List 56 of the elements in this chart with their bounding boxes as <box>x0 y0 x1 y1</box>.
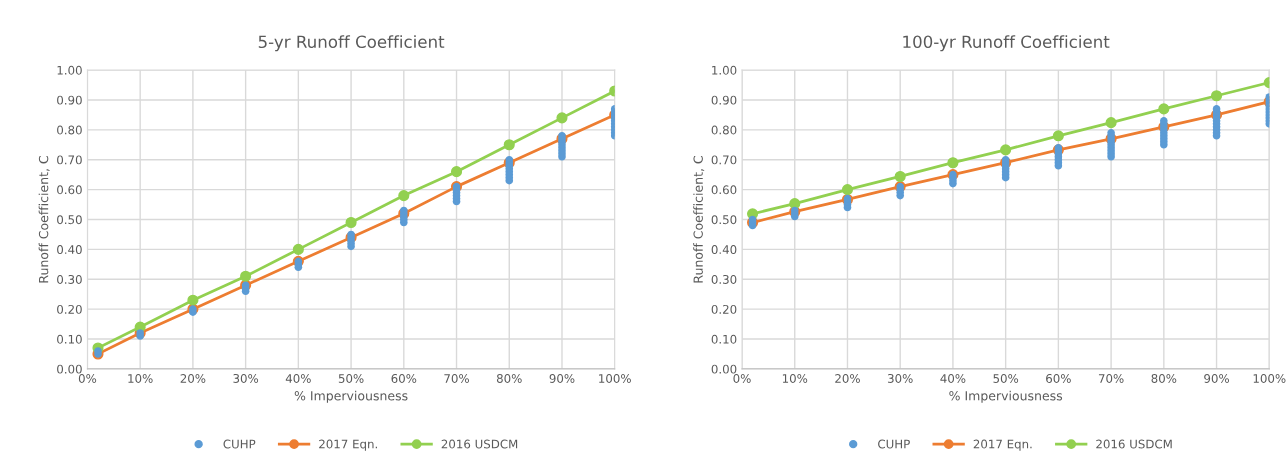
y-tick-label: 1.00 <box>712 65 737 75</box>
y-tick-label: 0.00 <box>711 364 737 374</box>
y-tick-label: 0.10 <box>57 334 82 344</box>
legend-label: 2017 Eqn. <box>973 439 1032 451</box>
x-tick-label: 80% <box>1151 374 1177 383</box>
y-tick-label: 0.70 <box>57 155 82 165</box>
x-tick-label: 20% <box>835 374 860 383</box>
x-tick-label: 40% <box>285 374 311 383</box>
y-tick-label: 0.00 <box>57 364 82 374</box>
y-tick-label: 0.90 <box>711 95 737 105</box>
x-tick-label: 0% <box>78 374 97 383</box>
x-tick-label: 50% <box>993 374 1019 383</box>
y-tick-label: 0.30 <box>57 274 82 284</box>
x-tick-label: 40% <box>940 374 966 383</box>
y-axis-title: Runoff Coefficient, C <box>693 156 705 283</box>
x-axis-title: % Imperviousness <box>294 390 408 403</box>
y-tick-label: 0.30 <box>711 274 737 284</box>
x-tick-label: 20% <box>180 374 206 383</box>
y-tick-label: 0.40 <box>711 245 737 255</box>
x-tick-label: 100% <box>1253 374 1286 383</box>
y-tick-label: 0.20 <box>57 304 82 314</box>
y-tick-label: 0.90 <box>57 95 82 105</box>
y-axis-title: Runoff Coefficient, C <box>38 156 50 283</box>
y-tick-label: 0.50 <box>57 215 82 225</box>
y-tick-label: 0.60 <box>711 185 737 195</box>
x-tick-label: 30% <box>887 374 913 383</box>
legend-label: CUHP <box>878 439 910 449</box>
y-tick-label: 0.40 <box>57 245 82 255</box>
y-tick-label: 0.60 <box>57 185 82 195</box>
y-tick-label: 1.00 <box>57 65 82 75</box>
y-tick-label: 0.80 <box>57 125 82 135</box>
x-axis-title: % Imperviousness <box>949 390 1063 403</box>
x-tick-label: 50% <box>338 374 364 383</box>
chart-title: 5-yr Runoff Coefficient <box>258 35 445 52</box>
y-tick-label: 0.10 <box>711 334 737 344</box>
legend-label: 2016 USDCM <box>1096 439 1172 449</box>
x-tick-label: 90% <box>1204 374 1230 383</box>
x-tick-label: 10% <box>782 374 808 383</box>
x-tick-label: 60% <box>391 374 417 383</box>
x-tick-label: 30% <box>233 374 259 383</box>
legend-label: CUHP <box>223 439 256 449</box>
x-tick-label: 80% <box>496 374 522 383</box>
x-tick-label: 0% <box>733 374 751 383</box>
y-tick-label: 0.70 <box>711 155 737 165</box>
y-tick-label: 0.80 <box>711 125 737 135</box>
y-tick-label: 0.50 <box>711 215 737 225</box>
chart-title: 100-yr Runoff Coefficient <box>903 35 1110 52</box>
y-tick-label: 0.20 <box>711 304 737 314</box>
x-tick-label: 10% <box>128 374 153 383</box>
x-tick-label: 90% <box>549 374 575 383</box>
x-tick-label: 70% <box>1098 374 1124 383</box>
legend-label: 2017 Eqn. <box>319 439 377 451</box>
x-tick-label: 70% <box>444 374 469 383</box>
x-tick-label: 60% <box>1046 374 1071 383</box>
legend-label: 2016 USDCM <box>441 439 518 449</box>
x-tick-label: 100% <box>599 374 631 383</box>
